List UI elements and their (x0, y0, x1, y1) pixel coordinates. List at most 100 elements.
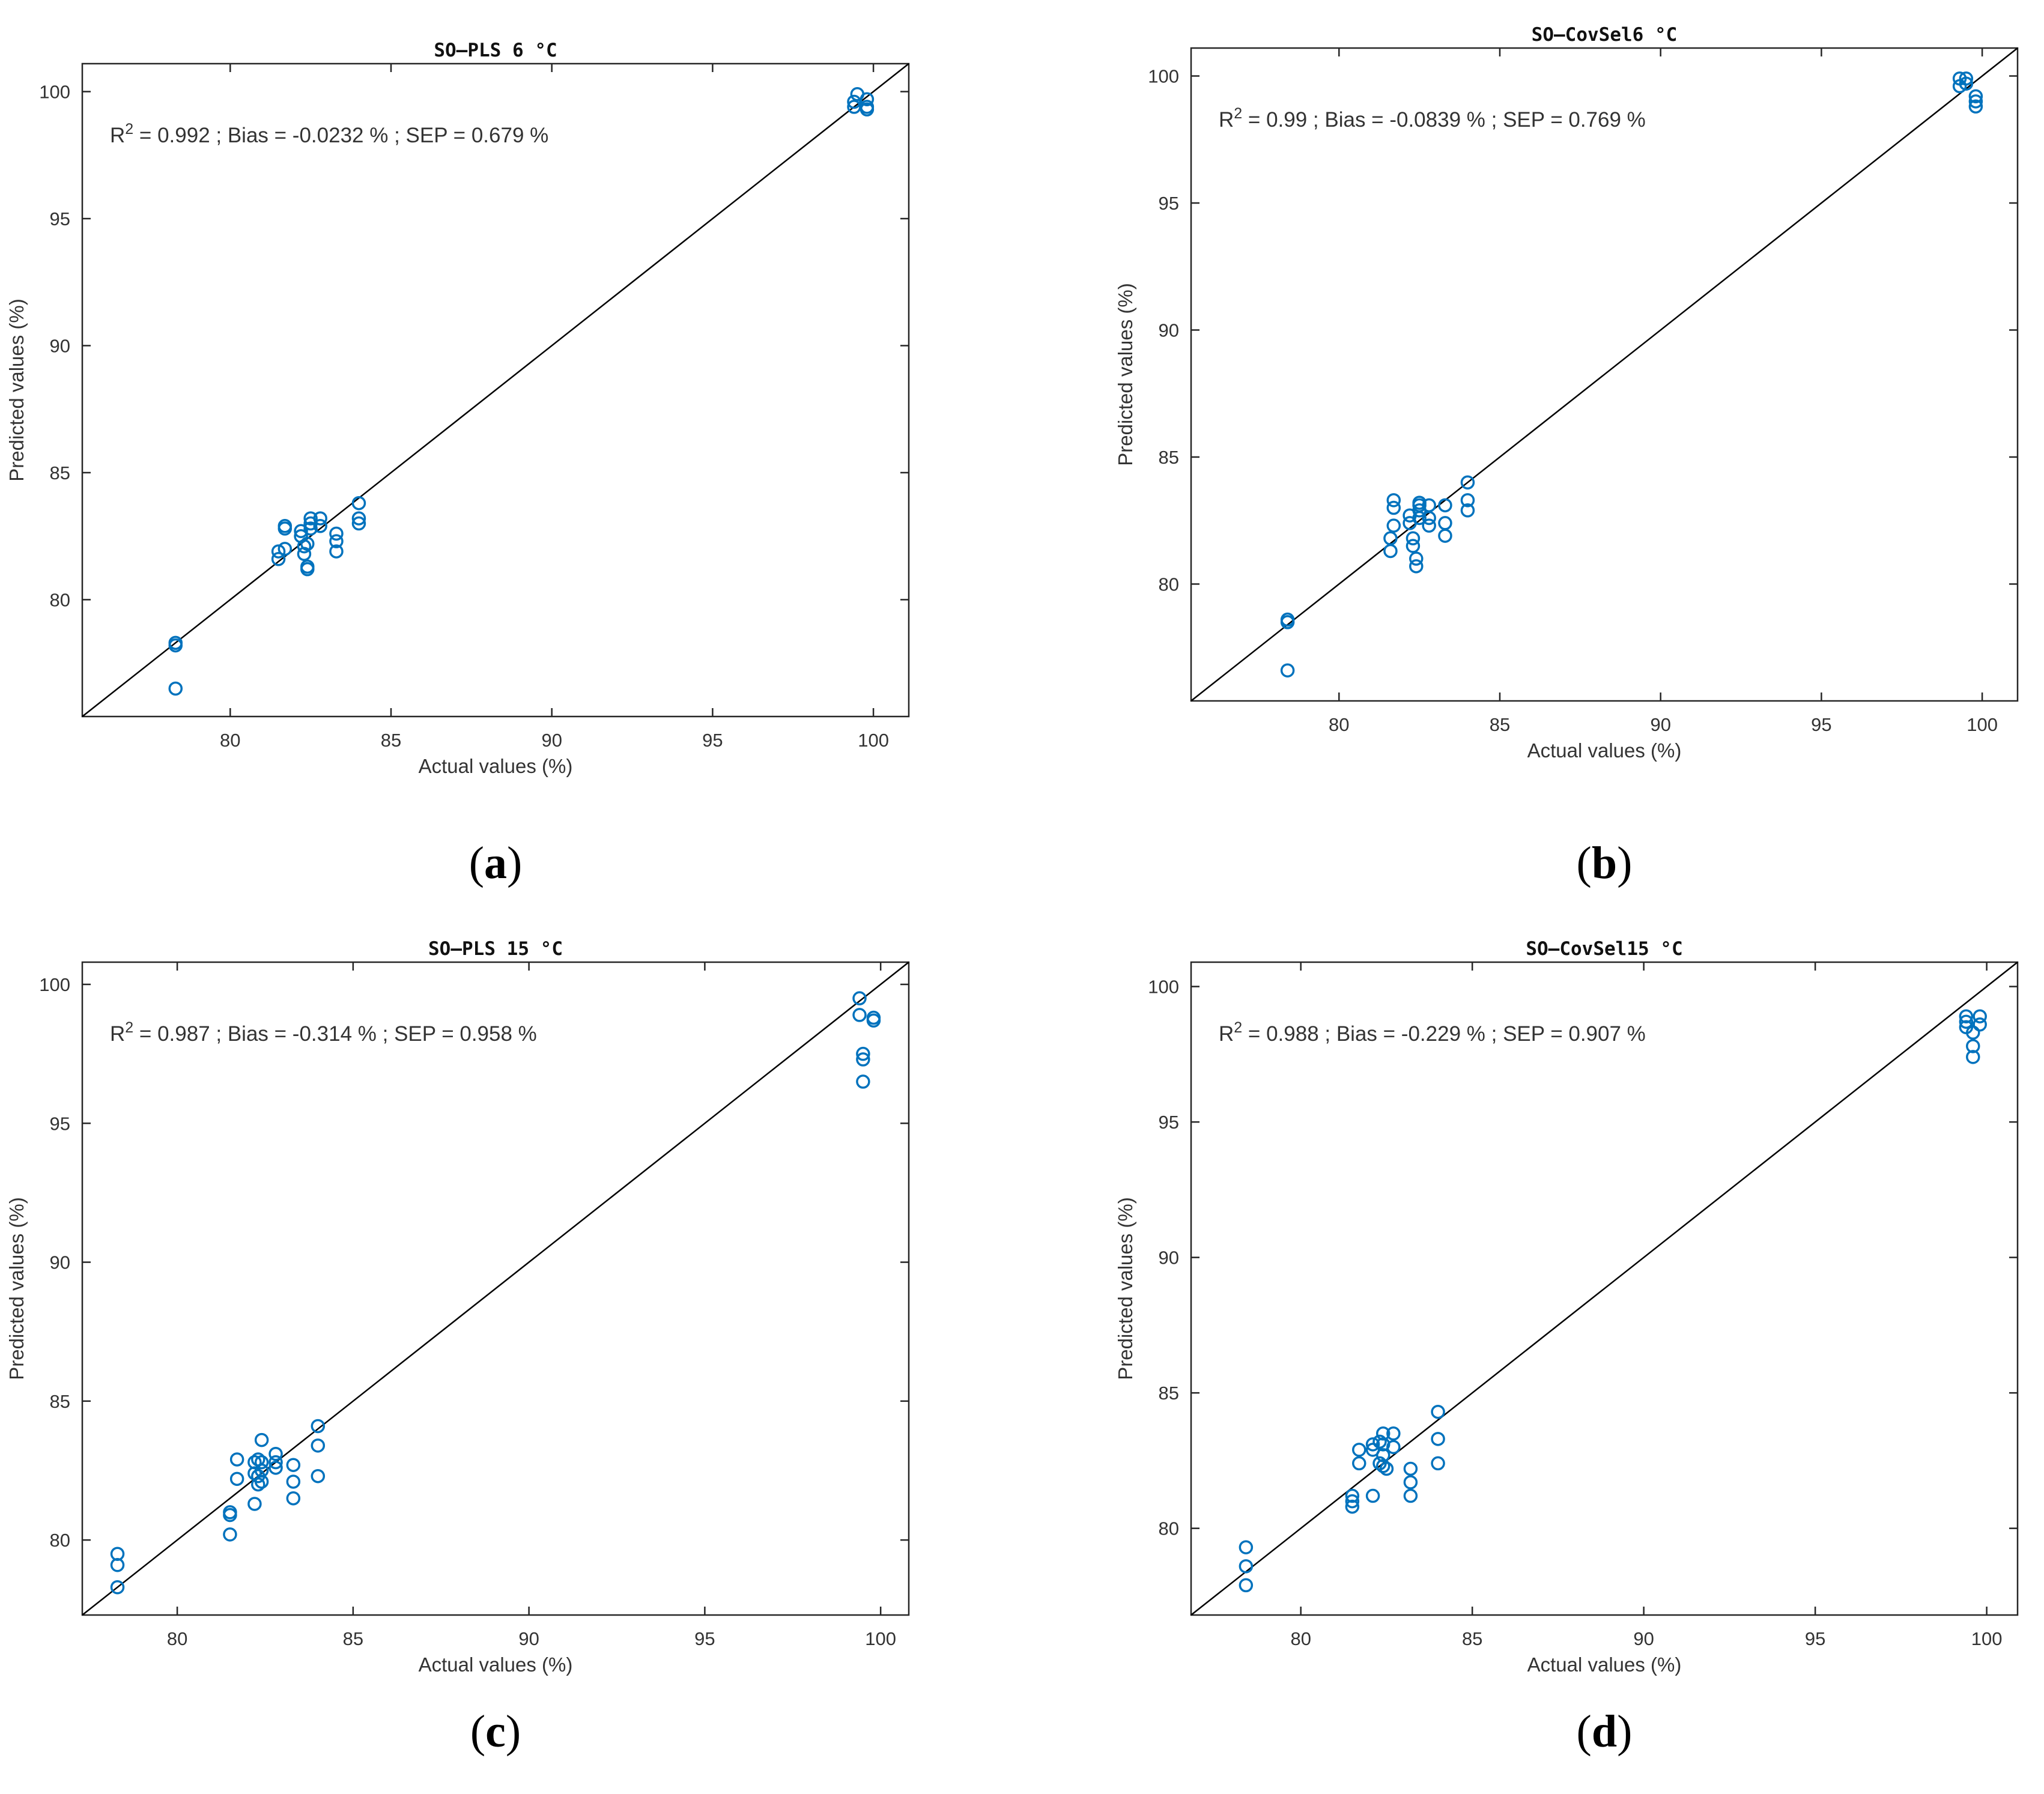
data-point (1375, 1448, 1390, 1462)
x-tick-label: 95 (1811, 714, 1831, 735)
data-point (286, 1458, 301, 1472)
data-point (223, 1508, 237, 1523)
y-tick-label: 80 (50, 589, 70, 610)
data-point (313, 511, 327, 526)
x-tick-label: 85 (1462, 1628, 1482, 1649)
data-point (852, 991, 867, 1005)
data-point (300, 562, 315, 577)
y-tick-label: 100 (1148, 977, 1179, 998)
data-point (271, 544, 286, 559)
data-point (1966, 1050, 1980, 1064)
data-point (297, 539, 312, 554)
data-point (277, 542, 293, 556)
plot-frame (1190, 961, 2019, 1616)
data-point (1460, 503, 1475, 518)
panel-label: (c) (470, 1706, 521, 1757)
data-point (110, 1580, 125, 1595)
data-point (311, 1419, 326, 1434)
y-tick-label: 95 (50, 1113, 70, 1134)
data-point (168, 681, 183, 696)
data-point (311, 1438, 326, 1453)
y-tick-label: 95 (1159, 1112, 1179, 1133)
data-point (1460, 475, 1475, 490)
panel-label: (a) (469, 838, 523, 888)
data-point (1386, 493, 1401, 508)
scatter-panel-d: 80 85 90 95 100 80 85 90 95 100 SO–CovSel15 °C Actu… (1114, 938, 2019, 1757)
scatter-panel-c: 80 85 90 95 100 80 85 90 95 100 SO–PLS 15 °C Actual… (5, 938, 910, 1757)
x-tick-label: 90 (541, 730, 562, 751)
data-point (268, 1446, 283, 1461)
data-point (251, 1477, 265, 1492)
x-tick-label: 100 (1967, 714, 1998, 735)
data-point (1406, 539, 1421, 553)
y-tick-label: 80 (1159, 1518, 1179, 1539)
plot-frame (1190, 47, 2019, 702)
plot-frame (81, 961, 910, 1616)
y-tick-label: 90 (1159, 320, 1179, 341)
data-point (329, 526, 344, 541)
chart-title: SO–PLS 6 °C (434, 40, 557, 61)
x-tick-label: 80 (167, 1628, 187, 1649)
data-point (1968, 94, 1983, 109)
data-point (1352, 1456, 1366, 1471)
data-point (1345, 1494, 1360, 1509)
identity-line (1190, 47, 2018, 702)
y-tick-label: 90 (50, 335, 70, 356)
data-point (1239, 1540, 1254, 1554)
y-tick-label: 100 (39, 82, 70, 103)
stats-annotation: R2 = 0.987 ; Bias = -0.314 % ; SEP = 0.9… (110, 1019, 537, 1046)
data-point (1365, 1488, 1380, 1503)
stats-annotation: R2 = 0.988 ; Bias = -0.229 % ; SEP = 0.9… (1219, 1019, 1646, 1046)
data-point (168, 638, 183, 653)
x-axis-label: Actual values (%) (419, 1653, 573, 1676)
data-point (303, 511, 318, 526)
data-point (329, 534, 344, 548)
data-point (1431, 1456, 1445, 1471)
data-point (1239, 1578, 1254, 1593)
x-tick-label: 100 (1971, 1628, 2003, 1649)
data-point (313, 519, 327, 533)
data-point (866, 1013, 881, 1028)
data-point (247, 1497, 262, 1511)
x-axis-label: Actual values (%) (1527, 739, 1682, 762)
scatter-panel-a: 80 85 90 95 100 80 85 90 95 100 SO–PLS 6 °C Actual … (5, 40, 910, 888)
data-point (351, 516, 366, 531)
data-point (110, 1557, 125, 1572)
x-tick-label: 80 (1290, 1628, 1311, 1649)
data-point (229, 1452, 244, 1467)
data-point (1386, 500, 1401, 515)
data-point (1386, 1426, 1401, 1441)
chart-title: SO–PLS 15 °C (428, 938, 563, 960)
y-tick-label: 100 (39, 974, 70, 995)
panel-label: (d) (1577, 1706, 1633, 1757)
data-point (856, 1052, 870, 1067)
data-point (1412, 511, 1427, 526)
data-point (351, 511, 366, 526)
identity-line (1190, 962, 2018, 1616)
y-axis-label: Predicted values (%) (1114, 283, 1136, 465)
data-point (1403, 1461, 1418, 1476)
data-point (271, 552, 286, 566)
data-point (1966, 1025, 1980, 1040)
y-tick-label: 95 (1159, 193, 1179, 214)
panel-label: (b) (1577, 838, 1633, 888)
data-point (860, 100, 875, 114)
data-point (286, 1491, 301, 1506)
x-tick-label: 100 (858, 730, 889, 751)
data-point (254, 1474, 269, 1489)
data-point (1379, 1461, 1394, 1476)
data-point (1383, 544, 1398, 559)
x-tick-label: 95 (702, 730, 723, 751)
data-point (351, 495, 366, 511)
x-tick-label: 85 (343, 1628, 363, 1649)
data-point (229, 1471, 244, 1486)
x-tick-label: 100 (865, 1628, 896, 1649)
y-tick-label: 90 (1159, 1247, 1179, 1268)
data-point (329, 544, 344, 559)
x-tick-label: 80 (220, 730, 240, 751)
y-tick-label: 85 (50, 462, 70, 483)
data-point (1403, 1475, 1418, 1489)
x-tick-label: 85 (381, 730, 401, 751)
x-tick-label: 95 (694, 1628, 715, 1649)
